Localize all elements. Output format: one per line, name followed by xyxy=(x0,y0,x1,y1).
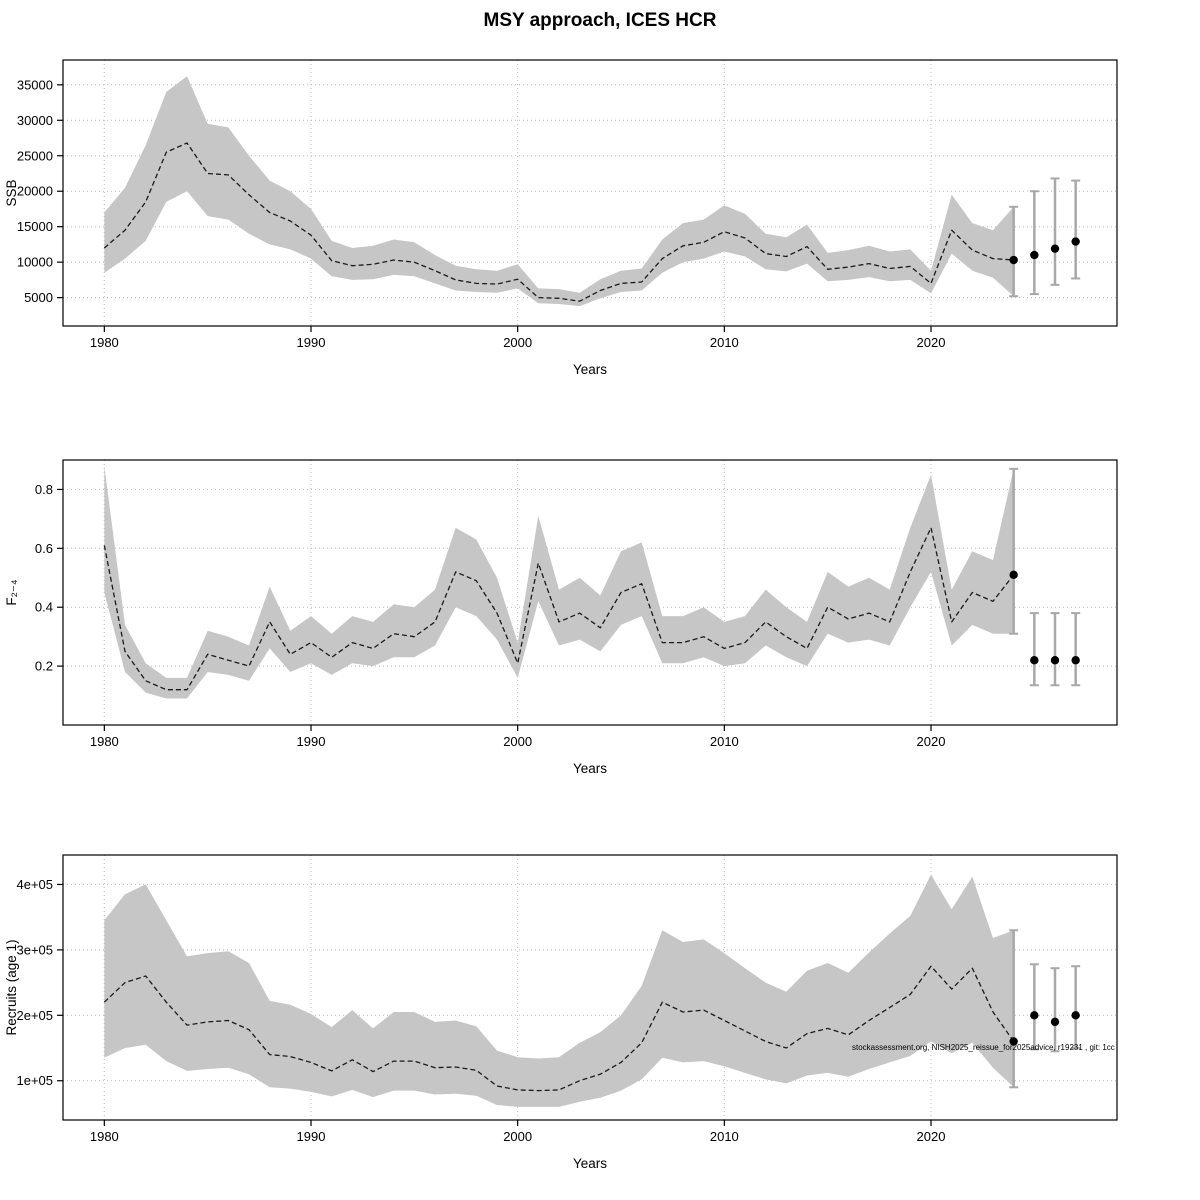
svg-text:1990: 1990 xyxy=(297,734,326,749)
svg-text:0.4: 0.4 xyxy=(35,600,53,615)
svg-text:SSB: SSB xyxy=(4,179,19,206)
svg-text:2010: 2010 xyxy=(710,335,739,350)
svg-text:2000: 2000 xyxy=(503,335,532,350)
ssb-chart: 1980 1990 2000 2010 2020 5000 10000 15000 20000 2… xyxy=(4,59,1118,377)
svg-text:10000: 10000 xyxy=(17,255,53,270)
svg-text:1980: 1980 xyxy=(90,1129,119,1144)
svg-text:2020: 2020 xyxy=(917,734,946,749)
svg-text:0.2: 0.2 xyxy=(35,659,53,674)
svg-text:5000: 5000 xyxy=(24,290,53,305)
svg-text:4e+05: 4e+05 xyxy=(16,877,53,892)
fishing-mortality-chart: 1980 1990 2000 2010 2020 0.2 0.4 0.6 0.8 Years F₂₋… xyxy=(4,459,1118,776)
svg-text:0.8: 0.8 xyxy=(35,482,53,497)
svg-text:2010: 2010 xyxy=(710,734,739,749)
svg-text:Years: Years xyxy=(573,761,607,776)
svg-text:2020: 2020 xyxy=(917,335,946,350)
svg-text:1980: 1980 xyxy=(90,734,119,749)
svg-text:Years: Years xyxy=(573,1156,607,1171)
svg-text:15000: 15000 xyxy=(17,219,53,234)
svg-text:1980: 1980 xyxy=(90,335,119,350)
recruitment-chart: 1980 1990 2000 2010 2020 1e+05 2e+05 3e+05 4e+05… xyxy=(4,854,1118,1171)
svg-text:1e+05: 1e+05 xyxy=(16,1073,53,1088)
watermark-text: stockassessment.org, NISH2025_reissue_fo… xyxy=(852,1043,1115,1052)
svg-text:1990: 1990 xyxy=(297,335,326,350)
svg-text:35000: 35000 xyxy=(17,77,53,92)
svg-text:2000: 2000 xyxy=(503,734,532,749)
svg-text:2020: 2020 xyxy=(917,1129,946,1144)
svg-text:3e+05: 3e+05 xyxy=(16,942,53,957)
svg-text:1990: 1990 xyxy=(297,1129,326,1144)
svg-text:F₂₋₄: F₂₋₄ xyxy=(4,579,19,605)
svg-text:20000: 20000 xyxy=(17,184,53,199)
svg-text:Recruits (age 1): Recruits (age 1) xyxy=(4,939,19,1035)
svg-text:25000: 25000 xyxy=(17,148,53,163)
svg-text:30000: 30000 xyxy=(17,113,53,128)
svg-text:Years: Years xyxy=(573,362,607,377)
chart-title: MSY approach, ICES HCR xyxy=(483,10,717,31)
svg-text:2000: 2000 xyxy=(503,1129,532,1144)
svg-text:2010: 2010 xyxy=(710,1129,739,1144)
svg-text:0.6: 0.6 xyxy=(35,541,53,556)
svg-text:2e+05: 2e+05 xyxy=(16,1008,53,1023)
